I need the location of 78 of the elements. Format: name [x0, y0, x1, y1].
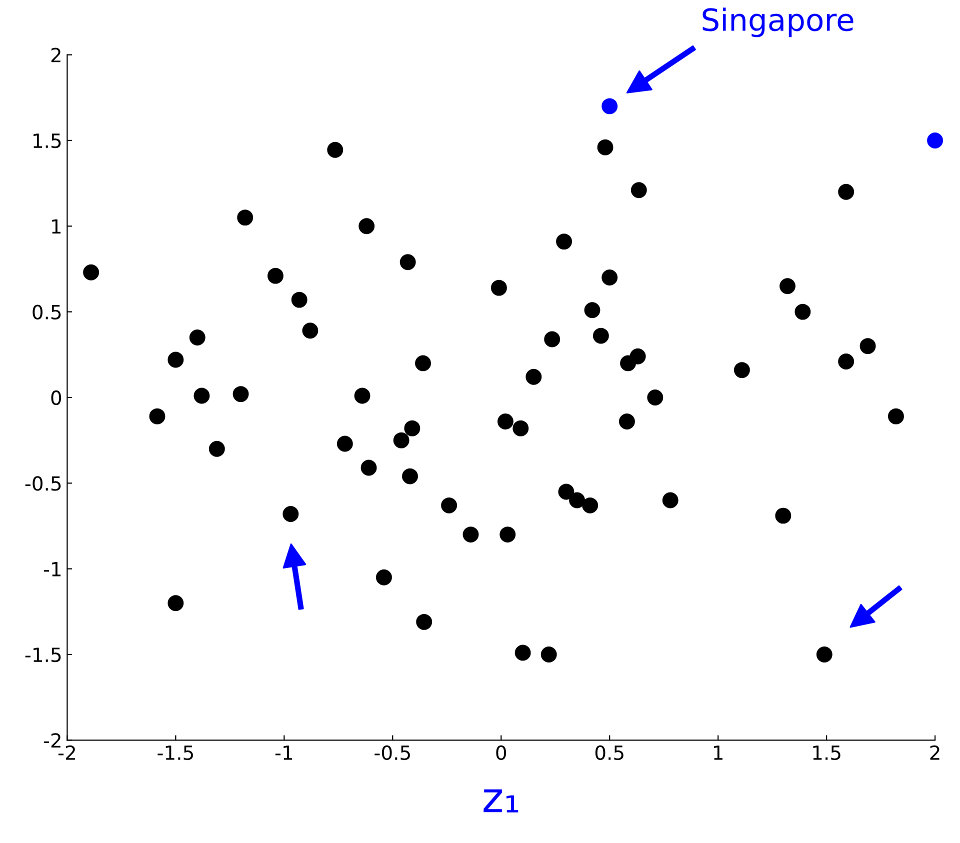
point [462, 526, 479, 543]
y-tick-label: -1 [44, 562, 61, 576]
point [556, 234, 572, 250]
y-tick-label: 1.5 [34, 134, 61, 148]
y-tick-label: 1 [52, 219, 61, 234]
point [500, 526, 516, 543]
point [168, 595, 184, 612]
point [83, 264, 100, 280]
point [268, 268, 284, 284]
y-tick-label: 0.5 [32, 304, 61, 320]
x-axis-title: z₁ [484, 789, 518, 812]
x-tick-label: 1.5 [813, 746, 840, 760]
x-tick-label: 0 [496, 745, 506, 760]
point [189, 330, 206, 346]
y-tick-label: 0 [51, 390, 62, 406]
point [888, 408, 904, 424]
point [404, 420, 420, 436]
text: Singapore [702, 8, 854, 38]
point [232, 386, 249, 402]
point [512, 420, 529, 436]
point [194, 388, 210, 404]
point [794, 304, 811, 320]
x-tick-label: -1 [275, 746, 292, 760]
point [597, 139, 614, 156]
point [393, 432, 410, 448]
point [526, 368, 542, 385]
point [584, 302, 600, 318]
x-tick-label: 0.5 [595, 745, 624, 760]
point [927, 132, 944, 148]
x-tick-label: -1.5 [158, 746, 193, 760]
point [358, 218, 375, 234]
point [441, 497, 458, 514]
point [558, 484, 574, 500]
y-tick-label: -0.5 [25, 476, 61, 491]
point [582, 497, 598, 514]
y-tick-label: 2 [51, 48, 60, 62]
point [416, 614, 432, 630]
point [860, 338, 876, 354]
point [569, 492, 586, 508]
point [208, 440, 225, 457]
point [237, 210, 254, 226]
point [602, 270, 618, 286]
point [402, 468, 418, 484]
x-tick-label: 1 [714, 746, 722, 760]
point [734, 362, 750, 378]
point [816, 646, 832, 662]
point [662, 492, 678, 508]
point [514, 644, 531, 661]
point [618, 413, 635, 430]
point [838, 184, 854, 200]
point [602, 98, 618, 114]
point [376, 569, 392, 586]
point [360, 460, 377, 476]
point [497, 413, 514, 430]
point [400, 254, 416, 270]
point [282, 506, 299, 522]
point [540, 646, 557, 662]
point [327, 142, 344, 158]
x-tick-label: 2 [930, 745, 940, 760]
point [630, 348, 646, 364]
point [354, 388, 370, 404]
point [780, 278, 796, 294]
point [544, 331, 560, 348]
point [647, 389, 664, 406]
point [490, 280, 507, 296]
point [592, 328, 609, 344]
point [838, 354, 854, 370]
point [149, 408, 166, 424]
point [630, 182, 647, 198]
point [336, 436, 353, 452]
point [415, 355, 431, 372]
point [302, 322, 318, 339]
point [168, 352, 184, 368]
point [775, 508, 792, 524]
y-tick-label: -1.5 [25, 648, 61, 662]
x-tick-label: -0.5 [374, 745, 410, 760]
point [291, 292, 308, 308]
y-tick-label: -2 [44, 733, 60, 748]
